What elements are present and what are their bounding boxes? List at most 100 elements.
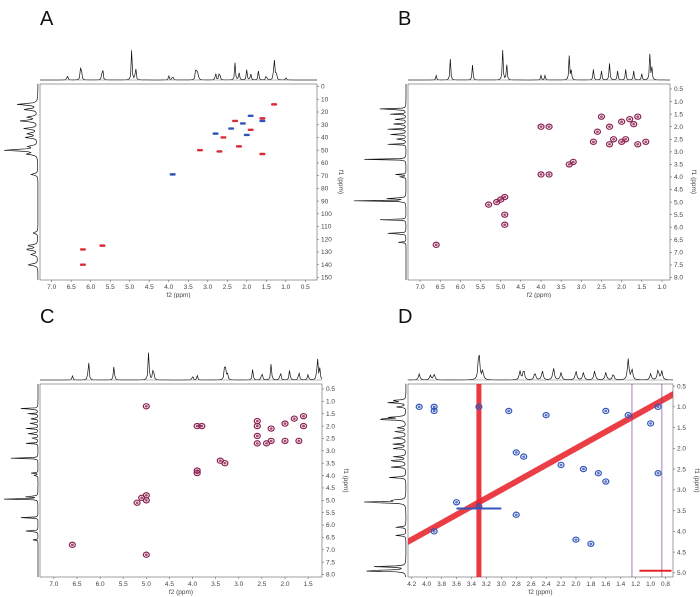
cross-peak <box>545 123 553 130</box>
cross-peak <box>299 422 308 430</box>
cross-peak-core <box>283 439 287 443</box>
cross-peak-core <box>608 125 612 129</box>
cross-peak-core <box>626 413 630 417</box>
cross-peak <box>142 403 150 410</box>
cross-peak <box>579 465 588 473</box>
cross-peak-core <box>522 455 526 458</box>
cross-peak <box>630 121 638 128</box>
cross-peak <box>196 148 203 152</box>
panel-a-letter: A <box>40 8 54 30</box>
cross-peak <box>232 119 239 123</box>
y-tick-label: 6.0 <box>326 522 335 529</box>
y-tick-label: 5.5 <box>674 212 683 219</box>
cross-peak <box>557 461 565 469</box>
cross-peak-core <box>604 480 608 483</box>
cross-peak <box>493 198 501 206</box>
cross-peak-core <box>608 143 612 146</box>
x-tick-label: 2.4 <box>542 581 551 588</box>
cross-peak <box>430 403 438 411</box>
cross-peak-core <box>255 434 259 438</box>
x-tick-label: 3.4 <box>467 581 476 588</box>
y-tick-label: 30 <box>321 122 329 129</box>
cross-peak-core <box>417 405 421 409</box>
y-tick-label: 50 <box>321 147 329 154</box>
y-tick-label: 4.5 <box>677 549 686 556</box>
y-tick-label: 60 <box>321 160 329 167</box>
x-tick-label: 3.2 <box>482 581 491 588</box>
cross-peak <box>589 138 598 145</box>
x-tick-label: 7.0 <box>49 581 58 588</box>
cross-peak-core <box>144 404 148 408</box>
cross-peak-core <box>195 471 199 475</box>
cross-peak <box>452 499 461 506</box>
x-tick-label: 5.5 <box>476 284 485 291</box>
y-tick-label: 1.0 <box>674 99 683 106</box>
x-tick-label: 6.5 <box>67 284 76 291</box>
y-tick-label: 3.0 <box>674 149 683 156</box>
y-tick-label: 2.0 <box>326 423 335 430</box>
cross-peak <box>239 122 246 125</box>
x-tick-label: 3.5 <box>557 284 566 291</box>
cross-peak-core <box>495 200 499 204</box>
cross-peak <box>79 248 86 251</box>
panel-a-chart: 7.0 6.5 6.0 5.5 5.0 4.5 4.0 3.5 3.0 2.5 2.0 1.5 1.0 0… <box>3 50 344 298</box>
y-tick-label: 4.0 <box>674 174 683 181</box>
y-tick-label: 0.5 <box>326 386 335 393</box>
panel-c: C 7.0 6.5 6.0 5.5 5.0 4.5 4.0 3.5 3.0 2.5 2.0 1.5 f2… <box>0 298 350 597</box>
x-tick-label: 5.5 <box>106 284 115 291</box>
cross-peak-core <box>656 471 660 475</box>
panel-c-chart: 7.0 6.5 6.0 5.5 5.0 4.5 4.0 3.5 3.0 2.5 2.0 1.5 f2 (… <box>3 352 349 596</box>
x-tick-label: 2.8 <box>512 581 521 588</box>
y-tick-label: 1.0 <box>677 404 686 411</box>
cross-peak-core <box>200 424 204 428</box>
x-axis-label: f2 (ppm) <box>169 589 193 596</box>
cross-peak-core <box>302 424 306 428</box>
x-tick-label: 2.6 <box>527 581 536 588</box>
panel-a: A 7.0 6.5 6.0 5.5 5.0 4.5 4.0 3.5 3.0 2.5 2.0 1.5 1.… <box>0 0 350 298</box>
cross-peak-core <box>503 195 507 199</box>
cross-peak <box>253 440 261 447</box>
cross-peak-core <box>649 422 653 425</box>
y-axis-label: f1 (ppm) <box>693 468 700 492</box>
panel-d-chart: 4.2 4.0 3.8 3.6 3.4 3.2 3.0 2.8 2.6 2.4 2.2 2.0 1.8 1… <box>364 354 700 596</box>
cross-peak <box>235 145 242 148</box>
cross-peak <box>542 411 550 419</box>
cross-peak-core <box>434 243 438 247</box>
x-tick-label: 1.2 <box>631 581 640 588</box>
cross-peak-core <box>636 143 640 146</box>
cross-peak <box>602 478 610 485</box>
left-projection <box>3 384 39 577</box>
y-tick-label: 100 <box>321 211 332 218</box>
cross-peak <box>247 128 254 132</box>
y-tick-label: 1.5 <box>326 411 335 418</box>
cross-peak-core <box>302 414 306 418</box>
cross-peak-core <box>589 542 593 546</box>
cross-peak <box>475 403 483 411</box>
cross-peak-core <box>514 451 518 454</box>
x-tick-label: 4.0 <box>188 581 197 588</box>
plot-frame <box>407 383 674 578</box>
y-tick-label: 40 <box>321 135 329 142</box>
cross-peak-core <box>604 409 608 413</box>
x-tick-label: 1.0 <box>657 284 666 291</box>
y-tick-label: 130 <box>321 249 332 256</box>
y-tick-label: 5.0 <box>677 570 686 577</box>
top-projection <box>407 354 673 381</box>
y-tick-label: 3.5 <box>674 162 683 169</box>
y-tick-label: 140 <box>321 262 332 269</box>
plot-content <box>432 113 650 249</box>
panel-b-chart: 7.0 6.5 6.0 5.5 5.0 4.5 4.0 3.5 3.0 2.5 2.0 1.5 1.0 f… <box>353 49 697 298</box>
panel-b: B 7.0 6.5 6.0 5.5 5.0 4.5 4.0 3.5 3.0 2.5 2.0 1.5 1.… <box>350 0 700 298</box>
x-axis-label: f2 (ppm) <box>528 589 552 596</box>
y-tick-label: 3.0 <box>677 487 686 494</box>
cross-peak-core <box>599 115 603 118</box>
x-tick-label: 4.5 <box>165 581 174 588</box>
diagonal-band <box>408 391 673 540</box>
y-tick-label: 1.0 <box>326 399 335 406</box>
cross-peak-core <box>432 409 436 413</box>
x-tick-label: 4.0 <box>536 284 545 291</box>
panel-d-letter: D <box>398 306 413 328</box>
x-tick-label: 2.0 <box>280 581 289 588</box>
plot-content <box>68 403 308 558</box>
cross-peak-core <box>514 513 518 517</box>
